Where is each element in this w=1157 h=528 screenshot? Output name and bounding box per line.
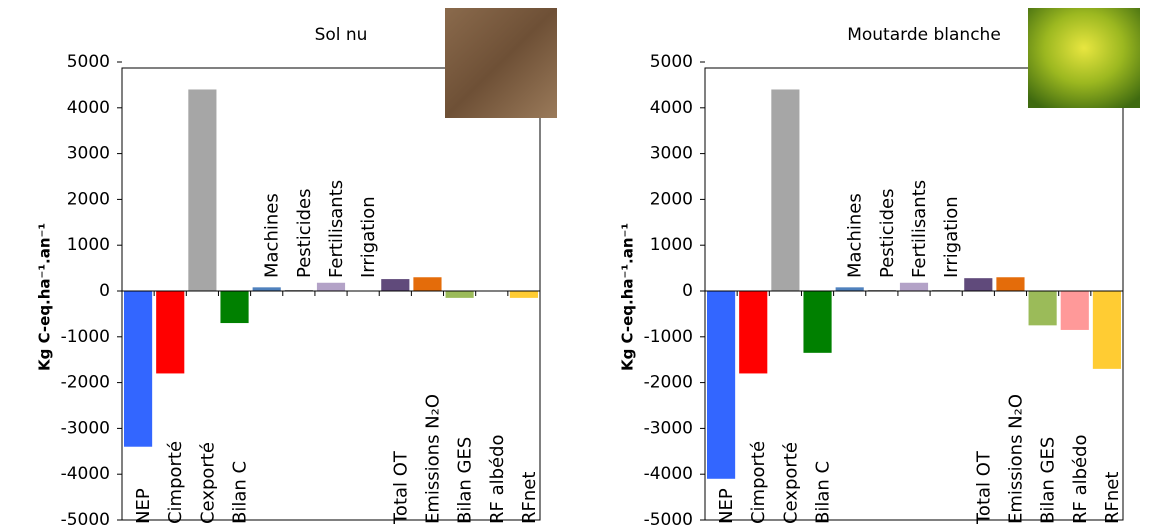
- y-tick-label: 5000: [650, 52, 693, 72]
- x-tick-label: Cimporté: [748, 441, 769, 524]
- x-tick-label: Emissions N₂O: [1005, 394, 1026, 524]
- bar: [156, 291, 185, 374]
- plot-frame: [121, 67, 541, 521]
- bar: [220, 291, 249, 324]
- x-tick-label: Bilan GES: [455, 437, 476, 524]
- bar: [835, 287, 864, 291]
- y-tick-label: -4000: [644, 464, 693, 484]
- bar: [188, 89, 217, 291]
- bar: [1028, 291, 1057, 326]
- x-tick-label: Bilan C: [230, 461, 251, 524]
- chart-title: Sol nu: [315, 25, 368, 45]
- y-tick-label: -1000: [61, 327, 110, 347]
- bar: [899, 282, 929, 291]
- y-tick-label: -1000: [644, 327, 693, 347]
- x-tick-label: Cimporté: [165, 441, 186, 524]
- y-tick-label: 0: [682, 281, 693, 301]
- bar: [1060, 291, 1089, 330]
- x-tick-label: Emissions N₂O: [422, 394, 443, 524]
- y-tick-label: 2000: [67, 189, 110, 209]
- y-tick-label: 1000: [650, 235, 693, 255]
- mustard-photo: [1028, 8, 1140, 108]
- bar: [771, 89, 800, 291]
- bar: [316, 282, 346, 291]
- y-axis-label: Kg C-eq.ha⁻¹.an⁻¹: [619, 223, 637, 371]
- y-tick-label: -5000: [61, 510, 110, 528]
- x-tick-label: RF albédo: [1070, 434, 1091, 524]
- x-tick-label: Irrigation: [941, 196, 962, 278]
- y-tick-label: 4000: [67, 98, 110, 118]
- x-tick-label: RFnet: [519, 472, 540, 524]
- x-tick-label: Irrigation: [358, 196, 379, 278]
- y-tick-label: -2000: [644, 373, 693, 393]
- y-tick-label: 2000: [650, 189, 693, 209]
- x-tick-label: Pesticides: [294, 189, 315, 279]
- bar: [1092, 291, 1121, 369]
- x-tick-label: Cexporté: [780, 442, 801, 524]
- y-tick-label: -3000: [644, 418, 693, 438]
- y-tick-label: -2000: [61, 373, 110, 393]
- x-tick-label: RFnet: [1102, 472, 1123, 524]
- bar: [124, 291, 153, 447]
- x-tick-label: Total OT: [973, 450, 994, 525]
- soil-photo: [445, 8, 557, 118]
- x-tick-label: Cexporté: [197, 442, 218, 524]
- y-tick-label: 0: [99, 281, 110, 301]
- y-tick-label: -3000: [61, 418, 110, 438]
- x-tick-label: Bilan GES: [1038, 437, 1059, 524]
- bar: [381, 279, 410, 291]
- x-tick-label: Bilan C: [813, 461, 834, 524]
- y-tick-label: -4000: [61, 464, 110, 484]
- plot-frame: [704, 67, 1124, 521]
- x-tick-label: RF albédo: [487, 434, 508, 524]
- bar: [739, 291, 768, 374]
- y-tick-label: 4000: [650, 98, 693, 118]
- x-tick-label: Total OT: [390, 450, 411, 525]
- x-tick-label: NEP: [716, 488, 737, 524]
- bar: [996, 277, 1025, 291]
- bar: [445, 291, 474, 298]
- y-axis-label: Kg C-eq.ha⁻¹.an⁻¹: [36, 223, 54, 371]
- y-tick-label: 3000: [650, 144, 693, 164]
- chart-title: Moutarde blanche: [847, 25, 1001, 45]
- x-tick-label: Fertilisants: [909, 180, 930, 278]
- x-tick-label: Machines: [845, 193, 866, 278]
- x-tick-label: NEP: [133, 488, 154, 524]
- x-tick-label: Fertilisants: [326, 180, 347, 278]
- y-tick-label: 5000: [67, 52, 110, 72]
- bar: [803, 291, 832, 353]
- x-tick-label: Pesticides: [877, 189, 898, 279]
- y-tick-label: -5000: [644, 510, 693, 528]
- y-tick-label: 3000: [67, 144, 110, 164]
- y-tick-label: 1000: [67, 235, 110, 255]
- bar: [252, 287, 281, 291]
- bar: [964, 278, 993, 291]
- bar: [509, 291, 538, 298]
- x-tick-label: Machines: [262, 193, 283, 278]
- bar: [707, 291, 736, 479]
- bar: [413, 277, 442, 291]
